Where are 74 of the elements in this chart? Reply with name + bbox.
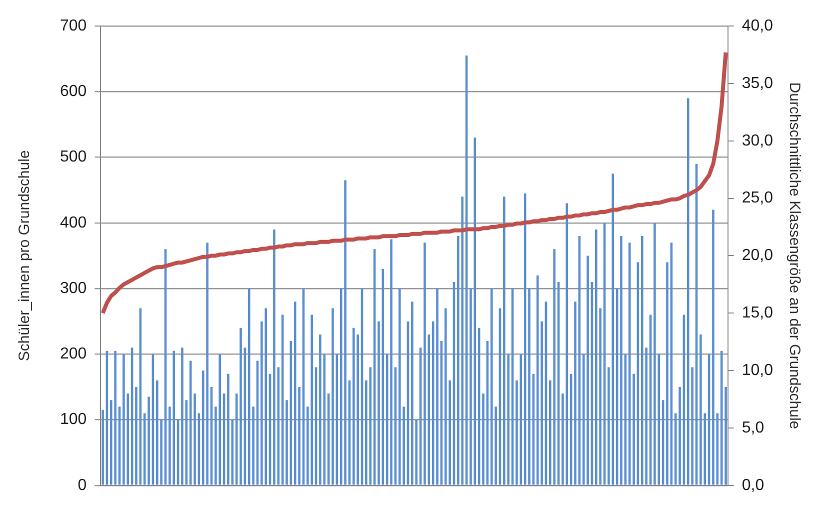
bar: [172, 350, 176, 485]
bar: [390, 239, 392, 485]
bar: [248, 288, 250, 485]
bar: [218, 354, 222, 485]
bar: [444, 308, 447, 485]
bar: [528, 288, 530, 485]
bar: [206, 242, 208, 485]
bar: [344, 180, 346, 485]
y-tick-label: 100: [60, 411, 87, 428]
bar: [640, 236, 644, 485]
bar: [378, 321, 380, 485]
bar: [122, 354, 125, 485]
bar: [700, 334, 702, 485]
bar: [286, 400, 288, 485]
bar: [148, 396, 150, 485]
bar: [520, 354, 522, 485]
bar: [490, 288, 493, 485]
y2-tick-label: 15,0: [742, 304, 774, 322]
y2-tick-label: 35,0: [742, 74, 774, 92]
bar: [678, 386, 681, 485]
y2-tick-label: 0,0: [742, 476, 764, 494]
y-tick-label: 0: [78, 476, 87, 494]
bar: [181, 348, 184, 485]
y2-tick-label: 10,0: [742, 362, 774, 379]
y-tick-label: 400: [60, 214, 87, 232]
y2-axis-title: Durchschnittliche Klassengröße an der Grundschule: [786, 82, 803, 430]
bar: [503, 196, 506, 485]
y-axis-title: Schüler_innen pro Grundschule: [16, 150, 34, 362]
bar: [332, 308, 334, 485]
bar: [369, 367, 372, 485]
y-tick-label: 200: [60, 346, 87, 363]
bar: [411, 302, 414, 485]
y-tick-label: 700: [60, 17, 87, 34]
bar: [227, 374, 230, 485]
bar: [654, 222, 656, 485]
bar: [628, 242, 631, 485]
bar: [398, 288, 401, 485]
bar: [553, 249, 556, 485]
y2-tick-label: 20,0: [742, 247, 774, 264]
y-tick-label: 300: [60, 280, 87, 297]
bar: [536, 275, 539, 485]
bar: [156, 380, 158, 485]
bar: [294, 302, 296, 485]
bar: [319, 334, 322, 485]
bar: [686, 98, 690, 485]
bar: [470, 288, 472, 485]
bar: [724, 386, 727, 485]
bar: [666, 262, 668, 485]
bar: [135, 386, 138, 485]
bar: [352, 328, 355, 485]
bar: [310, 314, 313, 485]
y-tick-label: 500: [60, 148, 87, 166]
bar: [264, 308, 267, 485]
bar: [102, 410, 104, 485]
bar: [612, 174, 614, 485]
bar: [712, 210, 714, 485]
bar: [240, 328, 242, 485]
bar: [194, 394, 196, 485]
y2-tick-label: 25,0: [742, 190, 774, 207]
bar: [566, 203, 568, 485]
y2-tick-label: 40,0: [742, 17, 774, 34]
bar: [586, 256, 589, 485]
bar: [114, 350, 116, 485]
bar: [482, 394, 484, 485]
bar: [461, 196, 464, 485]
bar: [273, 229, 276, 485]
bar: [620, 236, 622, 485]
bar: [436, 288, 438, 485]
bar: [595, 229, 598, 485]
bar: [424, 242, 426, 485]
y2-tick-label: 30,0: [742, 132, 774, 150]
y2-tick-label: 5,0: [742, 419, 764, 436]
y-tick-label: 600: [60, 83, 87, 100]
bar: [574, 302, 576, 485]
